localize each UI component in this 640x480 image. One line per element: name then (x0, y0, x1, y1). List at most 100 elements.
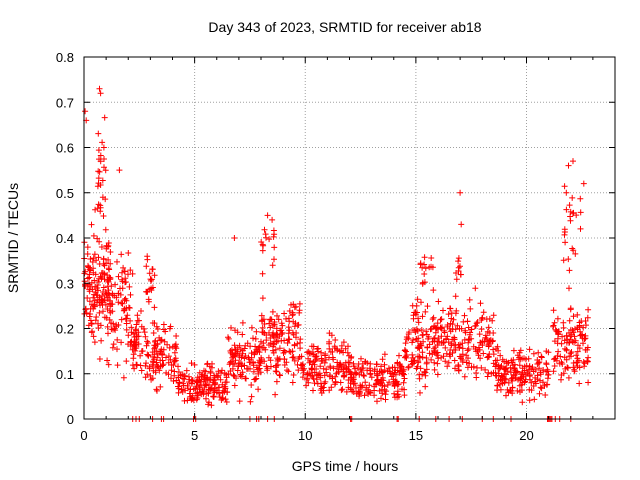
data-point (584, 314, 591, 321)
data-point (445, 311, 452, 318)
data-point (127, 267, 134, 274)
data-point (257, 369, 264, 376)
data-point (109, 292, 116, 299)
data-point (96, 168, 103, 175)
data-point (255, 386, 262, 393)
data-point (181, 376, 188, 383)
data-point (437, 324, 444, 331)
data-point (361, 392, 368, 399)
data-point (486, 330, 493, 336)
data-point (304, 375, 310, 382)
y-tick-label: 0.5 (56, 186, 74, 201)
data-point (87, 256, 94, 262)
data-point (569, 210, 576, 217)
data-point (286, 348, 293, 355)
data-point (513, 369, 520, 376)
data-point (125, 332, 132, 339)
data-point (515, 376, 521, 383)
data-point (159, 352, 166, 358)
data-point (583, 322, 589, 329)
data-point (276, 345, 283, 352)
data-point (378, 363, 384, 370)
data-point (160, 321, 167, 328)
data-point (381, 351, 388, 358)
data-point (409, 351, 416, 358)
data-point (574, 326, 581, 333)
data-point (176, 379, 183, 386)
data-point (205, 401, 212, 408)
data-point (231, 373, 238, 380)
data-point (394, 394, 401, 401)
data-point (151, 304, 158, 311)
data-point (104, 323, 111, 330)
data-point (322, 351, 329, 357)
data-point (485, 324, 492, 331)
data-point (565, 365, 571, 371)
data-point (94, 299, 100, 306)
data-point (527, 376, 533, 383)
data-point (166, 344, 173, 351)
data-point (431, 366, 438, 373)
data-point (133, 361, 140, 368)
data-point (453, 307, 460, 314)
data-point (518, 374, 525, 381)
data-point (146, 365, 153, 372)
data-point (560, 257, 567, 264)
data-point (95, 130, 102, 137)
data-point (259, 270, 266, 277)
data-point (565, 374, 572, 381)
data-point (273, 325, 280, 332)
data-point (241, 355, 248, 362)
data-point (124, 312, 131, 319)
data-point (230, 372, 237, 379)
data-point (425, 335, 431, 342)
data-point (154, 326, 161, 332)
data-point (100, 284, 107, 291)
data-point (312, 357, 319, 364)
data-point (286, 336, 293, 343)
data-point (526, 386, 533, 393)
data-point (551, 319, 558, 326)
data-points (81, 85, 592, 422)
data-point (147, 372, 154, 379)
data-point (102, 167, 109, 174)
data-point (493, 361, 500, 368)
data-point (403, 354, 410, 361)
data-point (231, 235, 238, 241)
data-point (128, 324, 135, 331)
data-point (291, 342, 298, 349)
data-point (465, 339, 472, 346)
data-point (308, 372, 314, 379)
data-point (86, 286, 93, 293)
data-point (216, 384, 223, 391)
data-point (452, 365, 458, 372)
data-point (530, 350, 537, 357)
data-point (492, 369, 499, 376)
data-point (573, 352, 580, 359)
data-point (82, 268, 89, 275)
data-point (357, 384, 364, 391)
data-point (271, 244, 278, 251)
data-point (97, 204, 104, 211)
data-point (114, 346, 120, 353)
data-point (260, 340, 267, 347)
chart-title: Day 343 of 2023, SRMTID for receiver ab1… (208, 19, 481, 35)
data-point (516, 362, 523, 369)
data-point (334, 359, 341, 366)
data-point (84, 244, 91, 251)
data-point (86, 313, 93, 320)
data-point (267, 335, 274, 341)
data-point (108, 326, 115, 333)
data-point (345, 343, 351, 350)
data-point (438, 316, 445, 323)
data-point (223, 399, 230, 405)
data-point (509, 384, 516, 391)
data-point (228, 358, 235, 365)
data-point (310, 387, 316, 394)
data-point (516, 382, 523, 389)
data-point (376, 368, 383, 375)
data-point (417, 260, 424, 267)
data-point (108, 283, 115, 290)
data-point (137, 362, 144, 369)
